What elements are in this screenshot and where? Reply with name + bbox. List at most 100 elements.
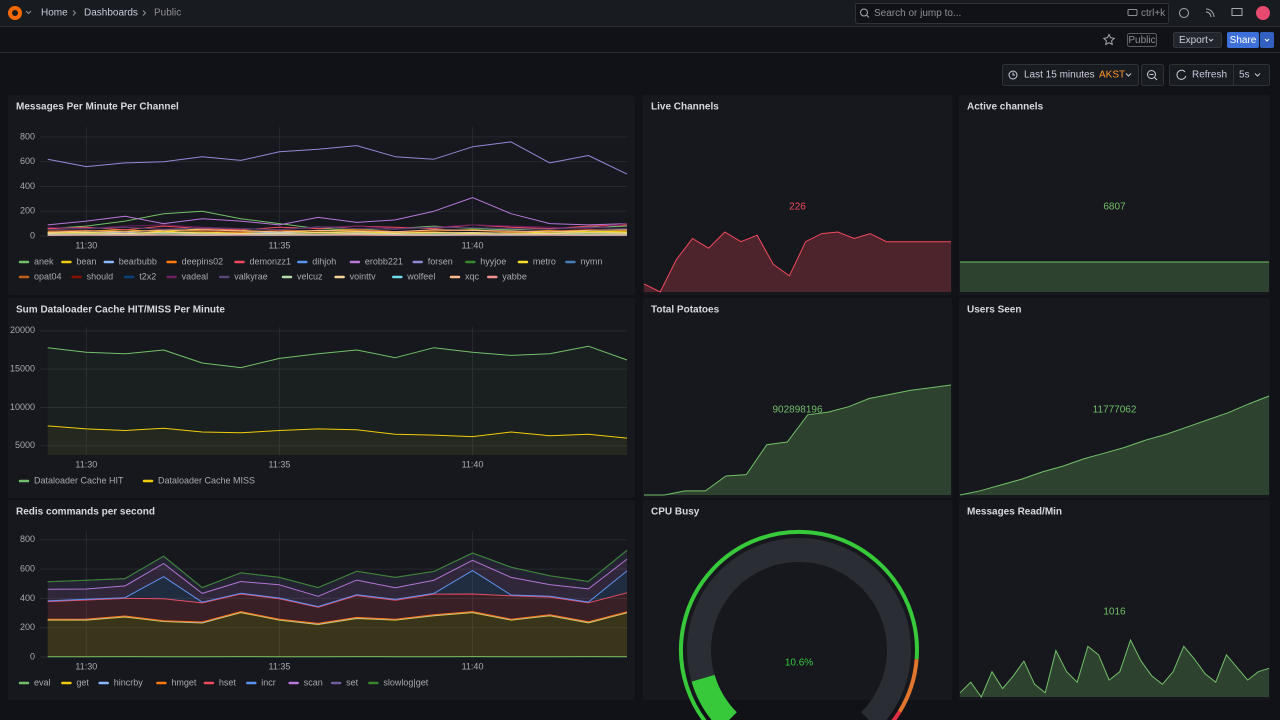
export-chevron[interactable] — [1208, 38, 1214, 42]
stat-value: 226 — [789, 202, 806, 213]
series-area — [47, 570, 627, 608]
series-line — [47, 592, 628, 608]
breadcrumb-separator — [142, 10, 147, 16]
kiosk-icon[interactable] — [1231, 8, 1243, 16]
y-tick-label: 200 — [20, 622, 35, 632]
panel — [8, 95, 635, 295]
series-line — [47, 141, 628, 175]
y-tick-label: 10000 — [10, 402, 35, 412]
legend-label: hyyjoe — [480, 256, 506, 266]
legend-label: incr — [261, 677, 276, 687]
series-line — [47, 229, 628, 233]
sparkline-area — [960, 262, 1269, 292]
help-icon[interactable] — [1179, 8, 1189, 18]
sparkline-area — [644, 385, 951, 495]
logo-chevron[interactable] — [25, 10, 32, 15]
search-placeholder[interactable]: Search or jump to... — [874, 8, 961, 19]
news-icon[interactable] — [1205, 8, 1215, 18]
breadcrumb-current: Public — [154, 8, 181, 19]
panel-title: Messages Read/Min — [967, 507, 1062, 518]
series-area — [47, 425, 627, 455]
search-field[interactable] — [855, 3, 1169, 24]
sparkline-line — [959, 638, 1270, 699]
breadcrumb[interactable]: Home — [41, 8, 68, 19]
timezone: AKST — [1099, 70, 1125, 81]
refresh-interval[interactable]: 5s — [1239, 70, 1250, 81]
sparkline-area — [960, 640, 1269, 697]
legend-label: get — [76, 677, 89, 687]
user-avatar[interactable] — [1256, 6, 1270, 20]
sparkline-area — [644, 232, 951, 292]
series-line — [47, 231, 628, 235]
star-icon[interactable] — [1102, 33, 1116, 46]
legend-label: t2x2 — [139, 271, 156, 281]
legend-label: velcuz — [297, 271, 323, 281]
export-button[interactable] — [1173, 32, 1222, 48]
sparkline-line — [643, 231, 951, 293]
stat-value: 11777062 — [1093, 405, 1137, 416]
logo[interactable] — [8, 6, 32, 20]
gauge-label: 10.6% — [785, 658, 813, 669]
stat-value: 6807 — [1103, 202, 1126, 213]
time-range[interactable]: Last 15 minutes — [1024, 70, 1095, 81]
x-tick-label: 11:30 — [75, 459, 97, 469]
share-button[interactable] — [1227, 32, 1259, 48]
public-badge — [1127, 33, 1157, 47]
legend-label: xqc — [465, 271, 480, 281]
panel — [959, 298, 1270, 498]
y-tick-label: 0 — [30, 651, 35, 661]
panel — [643, 95, 952, 295]
legend-label: demonzz1 — [250, 256, 292, 266]
threshold-band — [679, 529, 919, 720]
clock-hands — [1012, 72, 1015, 76]
panel-title: Messages Per Minute Per Channel — [16, 102, 179, 113]
y-tick-label: 0 — [30, 230, 35, 240]
time-picker[interactable] — [1002, 64, 1139, 86]
threshold-band — [891, 710, 902, 720]
y-tick-label: 600 — [20, 563, 35, 573]
export-label[interactable]: Export — [1179, 35, 1208, 46]
legend-label: eval — [34, 677, 51, 687]
share-dropdown[interactable] — [1260, 32, 1274, 48]
stat-value: 902898196 — [772, 405, 822, 416]
legend-label: metro — [533, 256, 556, 266]
legend-label: nymn — [580, 256, 602, 266]
sparkline-line — [644, 384, 952, 496]
panel — [643, 298, 952, 498]
refresh-button[interactable] — [1169, 64, 1270, 86]
share-label[interactable]: Share — [1230, 35, 1257, 46]
legend-label: erobb221 — [365, 256, 403, 266]
x-tick-label: 11:30 — [75, 240, 97, 250]
legend-label: vadeal — [182, 271, 209, 281]
series-area — [47, 550, 627, 597]
series-line — [47, 425, 628, 439]
x-tick-label: 11:40 — [462, 459, 484, 469]
series-line — [47, 233, 628, 236]
legend-label: scan — [304, 677, 323, 687]
legend-label: Dataloader Cache MISS — [158, 475, 255, 485]
legend-label: bearbubb — [119, 256, 157, 266]
legend-label: Dataloader Cache HIT — [34, 475, 124, 485]
y-tick-label: 800 — [20, 534, 35, 544]
search-box[interactable]: Search or jump to... ctrl+k — [855, 3, 1169, 24]
refresh-label[interactable]: Refresh — [1192, 70, 1227, 81]
x-tick-label: 11:35 — [269, 240, 291, 250]
panel-title: Total Potatoes — [651, 305, 720, 316]
legend-label: anek — [34, 256, 54, 266]
series-line — [47, 226, 628, 231]
breadcrumb[interactable]: Dashboards — [84, 8, 138, 19]
refresh-icon — [1176, 69, 1187, 80]
interval-chevron[interactable] — [1254, 73, 1261, 77]
y-tick-label: 800 — [20, 131, 35, 141]
y-tick-label: 600 — [20, 156, 35, 166]
zoom-icon-handle — [1154, 77, 1158, 81]
stat-value: 1016 — [1103, 607, 1126, 618]
series-line — [47, 558, 628, 597]
share-chevron[interactable] — [1264, 38, 1270, 42]
y-tick-label: 15000 — [10, 364, 35, 374]
gauge-track — [687, 538, 911, 720]
series-area — [47, 346, 627, 455]
time-picker-chevron[interactable] — [1125, 73, 1132, 77]
search-shortcut: ctrl+k — [1141, 8, 1166, 19]
logo-inner[interactable] — [12, 10, 18, 16]
